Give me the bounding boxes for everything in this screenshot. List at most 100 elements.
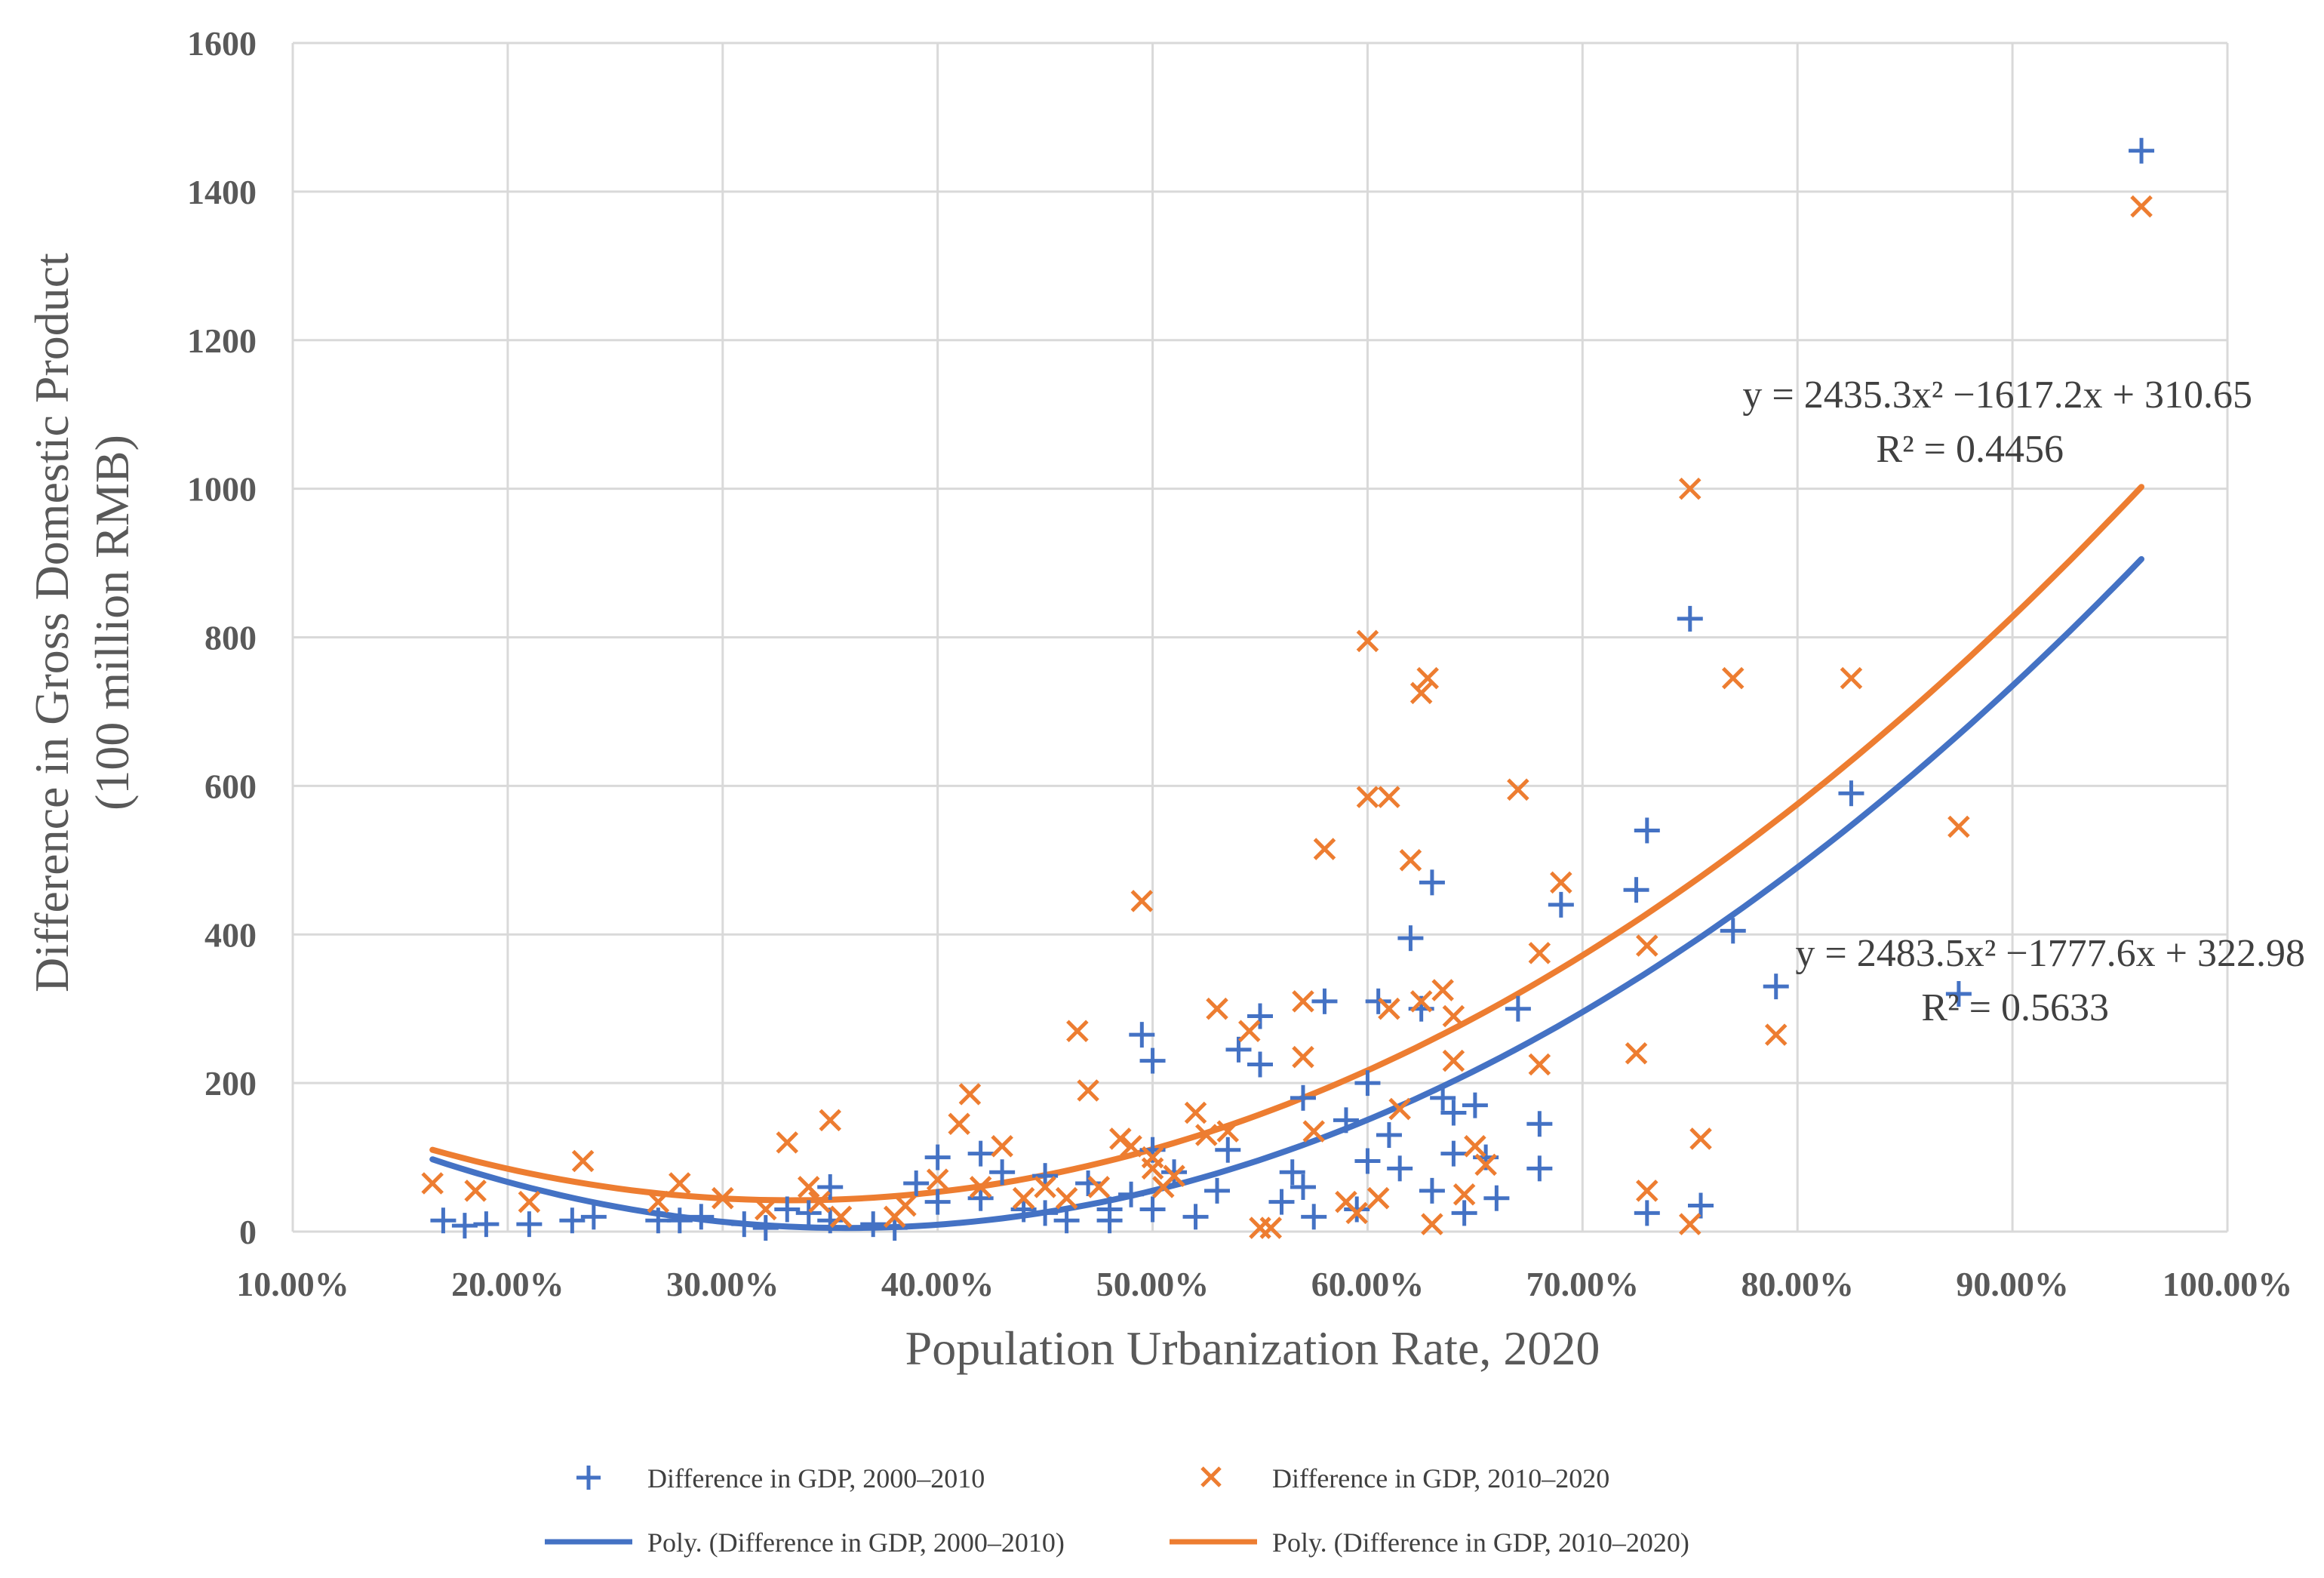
data-point-2000-2010 (1344, 1196, 1370, 1223)
data-point-2000-2010 (645, 1207, 672, 1234)
data-point-2000-2010 (1763, 974, 1789, 1000)
y-axis-title: Difference in Gross Domestic Product (10… (25, 253, 139, 992)
data-point-2000-2010 (1215, 1137, 1241, 1163)
data-point-2010-2020 (571, 1149, 595, 1173)
data-point-2010-2020 (2130, 195, 2153, 218)
data-point-2010-2020 (1087, 1176, 1111, 1198)
data-point-2010-2020 (894, 1194, 917, 1217)
data-point-2000-2010 (1677, 605, 1703, 632)
trendline-2010-2020 (429, 484, 2144, 1204)
equation-blue-formula: y = 2483.5x² −1777.6x + 322.98 (1795, 932, 2305, 975)
data-point-2010-2020 (1464, 1135, 1486, 1158)
legend-label-poly-2000-2010: Poly. (Difference in GDP, 2000–2010) (647, 1527, 1065, 1558)
data-point-2000-2010 (817, 1174, 844, 1200)
data-point-2000-2010 (1634, 817, 1660, 844)
data-point-2010-2020 (1120, 1135, 1142, 1158)
data-point-2000-2010 (860, 1211, 887, 1238)
x-tick-label: 60.00% (1311, 1265, 1425, 1303)
data-point-2000-2010 (1419, 1177, 1445, 1204)
data-point-2010-2020 (1528, 942, 1551, 964)
data-point-2010-2020 (1034, 1176, 1056, 1198)
x-tick-label: 20.00% (451, 1265, 564, 1303)
data-point-2000-2010 (1247, 1051, 1273, 1078)
data-point-2000-2010 (1451, 1200, 1477, 1226)
data-point-2010-2020 (829, 1205, 853, 1229)
data-point-2000-2010 (1290, 1084, 1316, 1111)
data-point-2010-2020 (1259, 1217, 1283, 1239)
legend-label-2000-2010: Difference in GDP, 2000–2010 (647, 1463, 985, 1493)
data-point-2010-2020 (1550, 871, 1572, 894)
y-tick-label: 200 (204, 1064, 257, 1103)
data-point-2000-2010 (1139, 1047, 1166, 1074)
data-point-2010-2020 (1184, 1101, 1207, 1124)
data-point-2000-2010 (1505, 995, 1531, 1022)
data-point-2010-2020 (421, 1172, 444, 1195)
y-tick-label: 600 (204, 767, 257, 805)
data-point-2000-2010 (1623, 877, 1649, 903)
data-point-2000-2010 (795, 1200, 822, 1226)
data-point-2010-2020 (969, 1176, 992, 1198)
data-point-2010-2020 (1679, 477, 1702, 500)
data-point-2010-2020 (1055, 1186, 1078, 1210)
data-point-2010-2020 (669, 1172, 691, 1195)
data-point-2010-2020 (1345, 1201, 1368, 1225)
data-point-2000-2010 (2129, 137, 2155, 164)
equation-orange-formula: y = 2435.3x² −1617.2x + 310.65 (1742, 374, 2252, 417)
data-point-2000-2010 (1204, 1177, 1231, 1204)
y-tick-label: 0 (239, 1213, 257, 1251)
data-point-2000-2010 (580, 1204, 607, 1230)
y-tick-label: 400 (204, 915, 257, 954)
data-point-2000-2010 (1333, 1107, 1359, 1134)
y-tick-label: 1400 (187, 173, 257, 211)
data-point-2010-2020 (1421, 1213, 1443, 1235)
y-tick-label: 1600 (187, 24, 257, 63)
data-point-2010-2020 (1947, 815, 1970, 838)
legend-item-2010-2020: Difference in GDP, 2010–2020 (1200, 1463, 1609, 1493)
data-point-2010-2020 (1195, 1124, 1218, 1146)
x-tick-label: 100.00% (2163, 1265, 2293, 1303)
data-point-2010-2020 (1313, 838, 1336, 860)
data-point-2010-2020 (1302, 1120, 1325, 1143)
data-point-2010-2020 (808, 1190, 831, 1213)
equation-blue-r2: R² = 0.5633 (1921, 986, 2109, 1029)
data-point-2010-2020 (948, 1112, 970, 1136)
data-point-2000-2010 (1397, 925, 1424, 952)
data-point-2010-2020 (1840, 666, 1863, 690)
legend-item-poly-2000-2010: Poly. (Difference in GDP, 2000–2010) (545, 1527, 1065, 1558)
data-point-2010-2020 (1474, 1153, 1497, 1177)
data-point-2000-2010 (1526, 1155, 1553, 1182)
data-point-2000-2010 (1440, 1100, 1467, 1126)
data-point-2000-2010 (1462, 1092, 1488, 1118)
data-point-2010-2020 (1012, 1186, 1035, 1210)
data-point-2010-2020 (776, 1131, 799, 1154)
data-point-2000-2010 (1032, 1200, 1059, 1226)
data-point-2010-2020 (647, 1190, 670, 1213)
data-point-2010-2020 (819, 1109, 841, 1132)
data-point-2000-2010 (989, 1159, 1016, 1186)
data-point-2000-2010 (1440, 1140, 1467, 1167)
data-point-2010-2020 (1249, 1217, 1271, 1239)
data-point-2010-2020 (1216, 1120, 1240, 1143)
data-point-2000-2010 (1720, 918, 1746, 944)
data-point-2000-2010 (731, 1211, 758, 1238)
data-point-2000-2010 (903, 1170, 930, 1197)
x-tick-label: 80.00% (1741, 1265, 1854, 1303)
data-point-2010-2020 (1141, 1157, 1164, 1180)
x-tick-label: 50.00% (1096, 1265, 1210, 1303)
data-point-2000-2010 (1129, 1022, 1155, 1048)
equation-orange: y = 2435.3x² −1617.2x + 310.65 R² = 0.44… (1742, 374, 2252, 471)
data-point-2000-2010 (1139, 1196, 1166, 1223)
data-point-2000-2010 (924, 1189, 951, 1215)
data-point-2010-2020 (1366, 1186, 1390, 1210)
data-point-2000-2010 (1419, 869, 1445, 896)
data-point-2010-2020 (1206, 997, 1228, 1020)
data-point-2000-2010 (516, 1211, 543, 1238)
data-point-2010-2020 (1689, 1127, 1712, 1150)
data-point-2010-2020 (1130, 890, 1154, 912)
data-point-2000-2010 (1945, 981, 1972, 1007)
legend: Difference in GDP, 2000–2010 Difference … (545, 1463, 1689, 1558)
x-axis-ticks: 10.00% 20.00% 30.00% 40.00% 50.00% 60.00% 70.0… (236, 1265, 2292, 1303)
x-tick-label: 70.00% (1526, 1265, 1640, 1303)
data-point-2000-2010 (1354, 1070, 1381, 1097)
